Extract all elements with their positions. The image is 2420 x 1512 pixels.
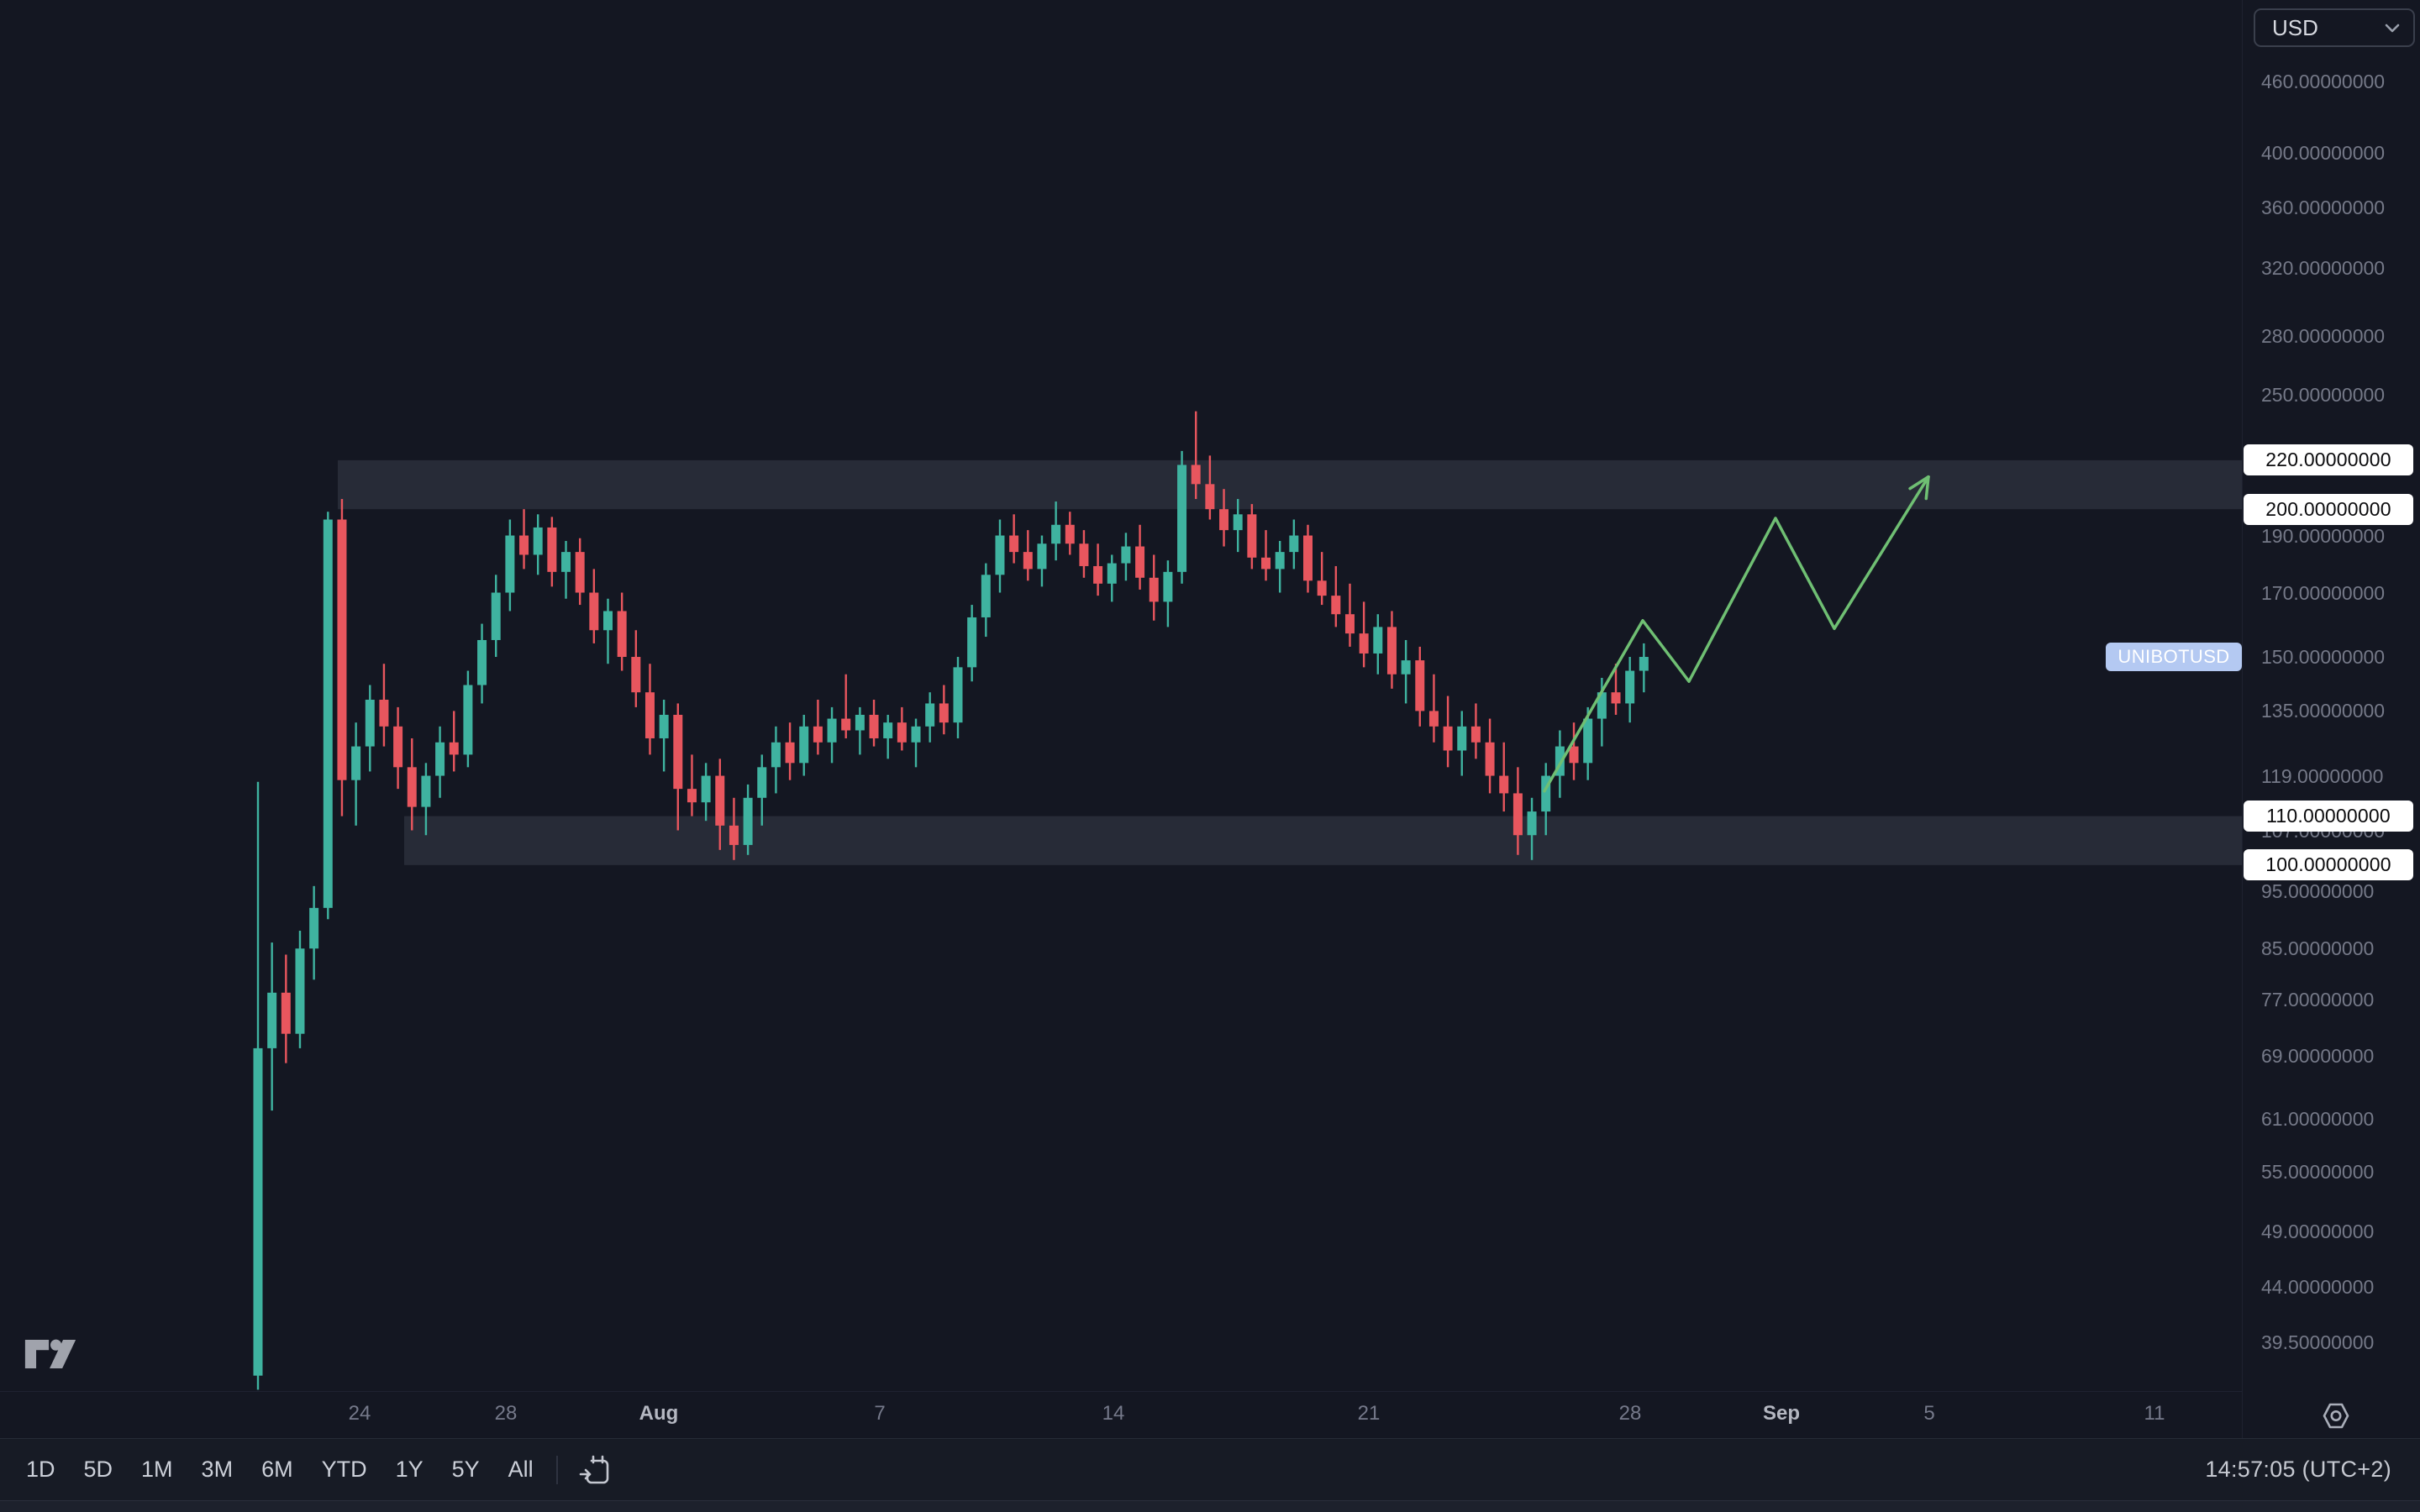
range-button-3m[interactable]: 3M bbox=[201, 1457, 234, 1482]
time-tick-label: 24 bbox=[348, 1402, 371, 1425]
price-tick-label: 44.00000000 bbox=[2261, 1275, 2375, 1298]
tradingview-logo-slash bbox=[50, 1340, 76, 1368]
time-tick-label: Aug bbox=[639, 1402, 679, 1425]
candlestick-chart[interactable] bbox=[0, 0, 2242, 1391]
toolbar-divider bbox=[555, 1455, 558, 1484]
time-axis[interactable]: 24 28 Aug 7 14 21 28 Sep 5 11 bbox=[0, 1391, 2242, 1439]
range-button-1m[interactable]: 1M bbox=[141, 1457, 173, 1482]
range-button-5y[interactable]: 5Y bbox=[451, 1457, 480, 1482]
price-tick-label: 61.00000000 bbox=[2261, 1108, 2375, 1131]
range-button-6m[interactable]: 6M bbox=[261, 1457, 293, 1482]
time-tick-label: 21 bbox=[1357, 1402, 1381, 1425]
range-button-1y[interactable]: 1Y bbox=[395, 1457, 424, 1482]
price-tick-label: 119.00000000 bbox=[2261, 764, 2384, 787]
currency-selector[interactable]: USD bbox=[2254, 8, 2415, 47]
range-button-1d[interactable]: 1D bbox=[26, 1457, 55, 1482]
calendar-goto-icon bbox=[579, 1455, 608, 1483]
go-to-date-button[interactable] bbox=[570, 1450, 620, 1490]
price-scale-settings-button[interactable] bbox=[2319, 1399, 2353, 1431]
chart-pane[interactable] bbox=[0, 0, 2242, 1391]
range-button-5d[interactable]: 5D bbox=[83, 1457, 113, 1482]
price-tick-label: 150.00000000 bbox=[2261, 646, 2386, 669]
resistance-zone[interactable] bbox=[338, 459, 2242, 510]
price-tick-label: 95.00000000 bbox=[2261, 880, 2375, 903]
price-tick-label: 320.00000000 bbox=[2261, 256, 2386, 279]
time-tick-label: 14 bbox=[1102, 1402, 1125, 1425]
time-tick-label: 28 bbox=[1618, 1402, 1642, 1425]
currency-selector-value: USD bbox=[2272, 14, 2318, 40]
range-button-all[interactable]: All bbox=[508, 1457, 534, 1482]
time-tick-label: 28 bbox=[494, 1402, 518, 1425]
tradingview-logo-dot bbox=[50, 1339, 62, 1351]
price-tick-label: 39.50000000 bbox=[2261, 1331, 2375, 1353]
price-tick-label: 49.00000000 bbox=[2261, 1220, 2375, 1242]
tradingview-logo[interactable] bbox=[24, 1337, 77, 1375]
price-tick-label: 85.00000000 bbox=[2261, 937, 2375, 960]
time-tick-label: 11 bbox=[2144, 1402, 2165, 1425]
support-zone[interactable] bbox=[404, 816, 2242, 865]
price-tick-label: 190.00000000 bbox=[2261, 524, 2386, 547]
price-tick-label: 360.00000000 bbox=[2261, 196, 2386, 218]
highlighted-price-label: 110.00000000 bbox=[2244, 801, 2413, 832]
chevron-down-icon bbox=[2385, 24, 2400, 32]
clock-timezone[interactable]: 14:57:05 (UTC+2) bbox=[2205, 1457, 2391, 1482]
highlighted-price-label: 100.00000000 bbox=[2244, 849, 2413, 881]
price-tick-label: 55.00000000 bbox=[2261, 1161, 2375, 1184]
range-button-group: 1D 5D 1M 3M 6M YTD 1Y 5Y All bbox=[12, 1450, 548, 1489]
price-tick-label: 460.00000000 bbox=[2261, 71, 2386, 92]
highlighted-price-label: 200.00000000 bbox=[2244, 493, 2413, 525]
highlighted-price-label: 220.00000000 bbox=[2244, 444, 2413, 476]
bullish-zigzag-arrow[interactable] bbox=[1543, 475, 1930, 793]
price-tick-label: 400.00000000 bbox=[2261, 142, 2386, 165]
price-tick-label: 250.00000000 bbox=[2261, 383, 2386, 406]
symbol-price-scale-label: UNIBOTUSD bbox=[2106, 643, 2242, 672]
price-tick-label: 170.00000000 bbox=[2261, 581, 2386, 604]
price-axis[interactable]: 460.00000000 400.00000000 360.00000000 320.… bbox=[2242, 0, 2420, 1438]
price-tick-label: 280.00000000 bbox=[2261, 325, 2386, 348]
candles[interactable] bbox=[253, 411, 1649, 1390]
time-tick-label: Sep bbox=[1762, 1402, 1801, 1425]
price-tick-label: 77.00000000 bbox=[2261, 988, 2375, 1011]
price-tick-label: 135.00000000 bbox=[2261, 700, 2386, 722]
time-tick-label: 7 bbox=[874, 1402, 886, 1425]
gear-nut-icon bbox=[2323, 1403, 2349, 1428]
bottom-toolbar: 1D 5D 1M 3M 6M YTD 1Y 5Y All 14:57:05 (UTC+2) bbox=[0, 1438, 2420, 1500]
range-button-ytd[interactable]: YTD bbox=[321, 1457, 367, 1482]
window-bottom-edge bbox=[0, 1500, 2420, 1512]
tradingview-logo-flag bbox=[24, 1340, 50, 1368]
price-tick-label: 69.00000000 bbox=[2261, 1044, 2375, 1067]
time-tick-label: 5 bbox=[1923, 1402, 1935, 1425]
